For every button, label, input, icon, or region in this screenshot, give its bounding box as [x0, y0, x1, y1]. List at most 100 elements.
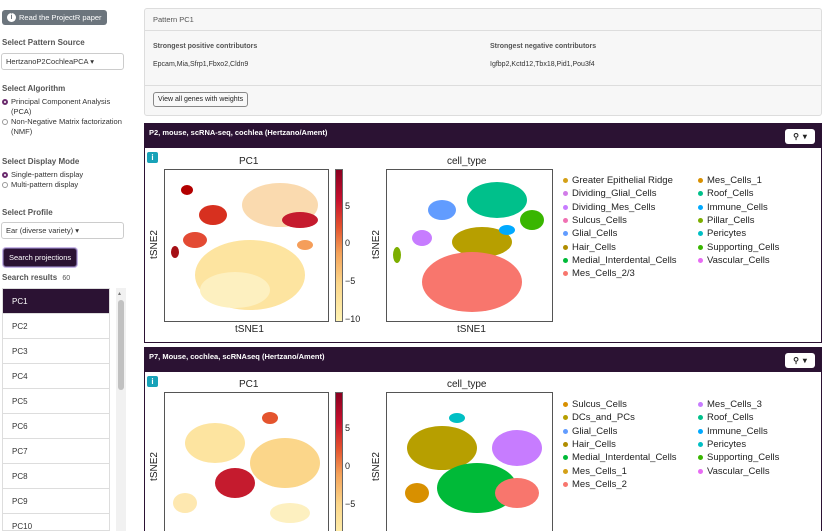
algorithm-option-label: Principal Component Analysis (PCA) — [11, 97, 111, 116]
list-item[interactable]: PC9 — [3, 489, 109, 514]
legend-item: Roof_Cells — [698, 187, 779, 200]
zoom-dropdown-button[interactable]: ⚲ ▾ — [785, 353, 815, 368]
legend-column-right: Mes_Cells_1 Roof_Cells Immune_Cells Pillar_… — [698, 174, 779, 267]
legend-label: Mes_Cells_2 — [572, 478, 627, 490]
legend-dot-icon — [563, 271, 568, 277]
legend-column-right: Mes_Cells_3 Roof_Cells Immune_Cells Pericyt… — [698, 398, 779, 478]
legend-label: Hair_Cells — [572, 241, 616, 253]
legend-dot-icon — [563, 244, 568, 250]
list-item[interactable]: PC8 — [3, 464, 109, 489]
pattern-source-select[interactable]: HertzanoP2CochleaPCA ▾ — [1, 53, 124, 70]
legend-label: Pericytes — [707, 439, 747, 451]
algorithm-option-label: Non-Negative Matrix factorization (NMF) — [11, 117, 122, 136]
view-all-genes-button[interactable]: View all genes with weights — [153, 92, 249, 107]
list-item[interactable]: PC4 — [3, 364, 109, 389]
legend-item: Pericytes — [698, 227, 779, 240]
legend-item: Mes_Cells_2 — [563, 478, 677, 491]
info-icon[interactable]: i — [147, 376, 158, 387]
legend-dot-icon — [563, 257, 568, 263]
legend-item: Mes_Cells_1 — [698, 174, 779, 187]
colorbar-tick: −10 — [345, 314, 361, 324]
legend-item: Medial_Interdental_Cells — [563, 451, 677, 464]
y-axis-label-left: tSNE2 — [148, 452, 160, 481]
plot-title-right: cell_type — [447, 156, 487, 167]
search-results-list: PC1 PC2 PC3 PC4 PC5 PC6 PC7 PC8 PC9 PC10 — [2, 288, 110, 531]
legend-item: Immune_Cells — [698, 425, 779, 438]
legend-label: Roof_Cells — [707, 412, 754, 424]
y-axis-label-right: tSNE2 — [370, 452, 382, 481]
legend-label: Vascular_Cells — [707, 465, 770, 477]
legend-dot-icon — [698, 244, 703, 250]
divider — [145, 85, 821, 86]
zoom-icon: ⚲ — [793, 356, 799, 365]
y-axis-label-right: tSNE2 — [370, 230, 382, 259]
scroll-up-icon[interactable]: ▴ — [118, 291, 122, 297]
radio-selected-icon[interactable] — [2, 99, 8, 105]
profile-title: Select Profile — [2, 208, 53, 217]
search-projections-button[interactable]: Search projections — [3, 248, 78, 267]
dataset-panel-p2: P2, mouse, scRNA-seq, cochlea (Hertzano/… — [144, 123, 822, 343]
display-mode-multi[interactable]: Multi-pattern display — [2, 180, 128, 190]
zoom-dropdown-button[interactable]: ⚲ ▾ — [785, 129, 815, 144]
cell-type-scatter-svg — [405, 413, 542, 513]
list-item[interactable]: PC1 — [3, 289, 109, 314]
legend-item: Sulcus_Cells — [563, 214, 677, 227]
scroll-thumb[interactable] — [118, 300, 124, 390]
x-axis-label-left: tSNE1 — [235, 324, 264, 335]
pc1-scatter-plot — [164, 392, 329, 531]
radio-selected-icon[interactable] — [2, 172, 8, 178]
radio-icon[interactable] — [2, 182, 8, 188]
pattern-source-title: Select Pattern Source — [2, 38, 85, 47]
read-paper-button[interactable]: i Read the ProjectR paper — [2, 10, 107, 25]
search-results-label: Search results — [2, 273, 58, 282]
list-item[interactable]: PC3 — [3, 339, 109, 364]
dataset-header: P2, mouse, scRNA-seq, cochlea (Hertzano/… — [145, 124, 821, 148]
negative-contributors-genes: Igfbp2,Kctd12,Tbx18,Pid1,Pou3f4 — [490, 61, 595, 68]
legend-item: Roof_Cells — [698, 411, 779, 424]
algorithm-option-pca[interactable]: Principal Component Analysis (PCA) — [2, 97, 128, 117]
legend-label: Vascular_Cells — [707, 254, 770, 266]
list-item[interactable]: PC7 — [3, 439, 109, 464]
list-item[interactable]: PC5 — [3, 389, 109, 414]
legend-dot-icon — [698, 428, 703, 434]
legend-label: Roof_Cells — [707, 188, 754, 200]
legend-label: DCs_and_PCs — [572, 412, 635, 424]
legend-dot-icon — [698, 442, 703, 448]
legend-dot-icon — [698, 468, 703, 474]
legend-item: Supporting_Cells — [698, 451, 779, 464]
algorithm-option-nmf[interactable]: Non-Negative Matrix factorization (NMF) — [2, 117, 128, 137]
legend-item: Immune_Cells — [698, 201, 779, 214]
legend-dot-icon — [698, 402, 703, 408]
plot-title-left: PC1 — [239, 156, 259, 167]
legend-dot-icon — [563, 442, 568, 448]
radio-icon[interactable] — [2, 119, 8, 125]
plot-title-left: PC1 — [239, 379, 259, 390]
legend-dot-icon — [563, 218, 568, 224]
results-scrollbar[interactable]: ▴ — [116, 288, 126, 531]
display-mode-label: Single-pattern display — [11, 170, 84, 179]
legend-item: Greater Epithelial Ridge — [563, 174, 677, 187]
colorbar-tick: −5 — [345, 276, 356, 286]
legend-label: Hair_Cells — [572, 439, 616, 451]
legend-label: Mes_Cells_3 — [707, 399, 762, 411]
read-paper-label: Read the ProjectR paper — [19, 13, 102, 22]
legend-dot-icon — [698, 218, 703, 224]
profile-value: Ear (diverse variety) — [6, 226, 74, 235]
legend-dot-icon — [563, 231, 568, 237]
legend-dot-icon — [698, 415, 703, 421]
profile-select[interactable]: Ear (diverse variety) ▾ — [1, 222, 124, 239]
info-icon[interactable]: i — [147, 152, 158, 163]
legend-label: Mes_Cells_1 — [572, 465, 627, 477]
legend-item: Mes_Cells_3 — [698, 398, 779, 411]
legend-label: Supporting_Cells — [707, 452, 780, 464]
colorbar-tick: 0 — [345, 238, 351, 248]
list-item[interactable]: PC2 — [3, 314, 109, 339]
legend-item: Sulcus_Cells — [563, 398, 677, 411]
list-item[interactable]: PC10 — [3, 514, 109, 531]
display-mode-single[interactable]: Single-pattern display — [2, 170, 128, 180]
legend-label: Pericytes — [707, 228, 747, 240]
dataset-title: P2, mouse, scRNA-seq, cochlea (Hertzano/… — [149, 128, 328, 137]
list-item[interactable]: PC6 — [3, 414, 109, 439]
legend-item: Hair_Cells — [563, 438, 677, 451]
legend-column-left: Sulcus_Cells DCs_and_PCs Glial_Cells Hair_C… — [563, 398, 677, 491]
